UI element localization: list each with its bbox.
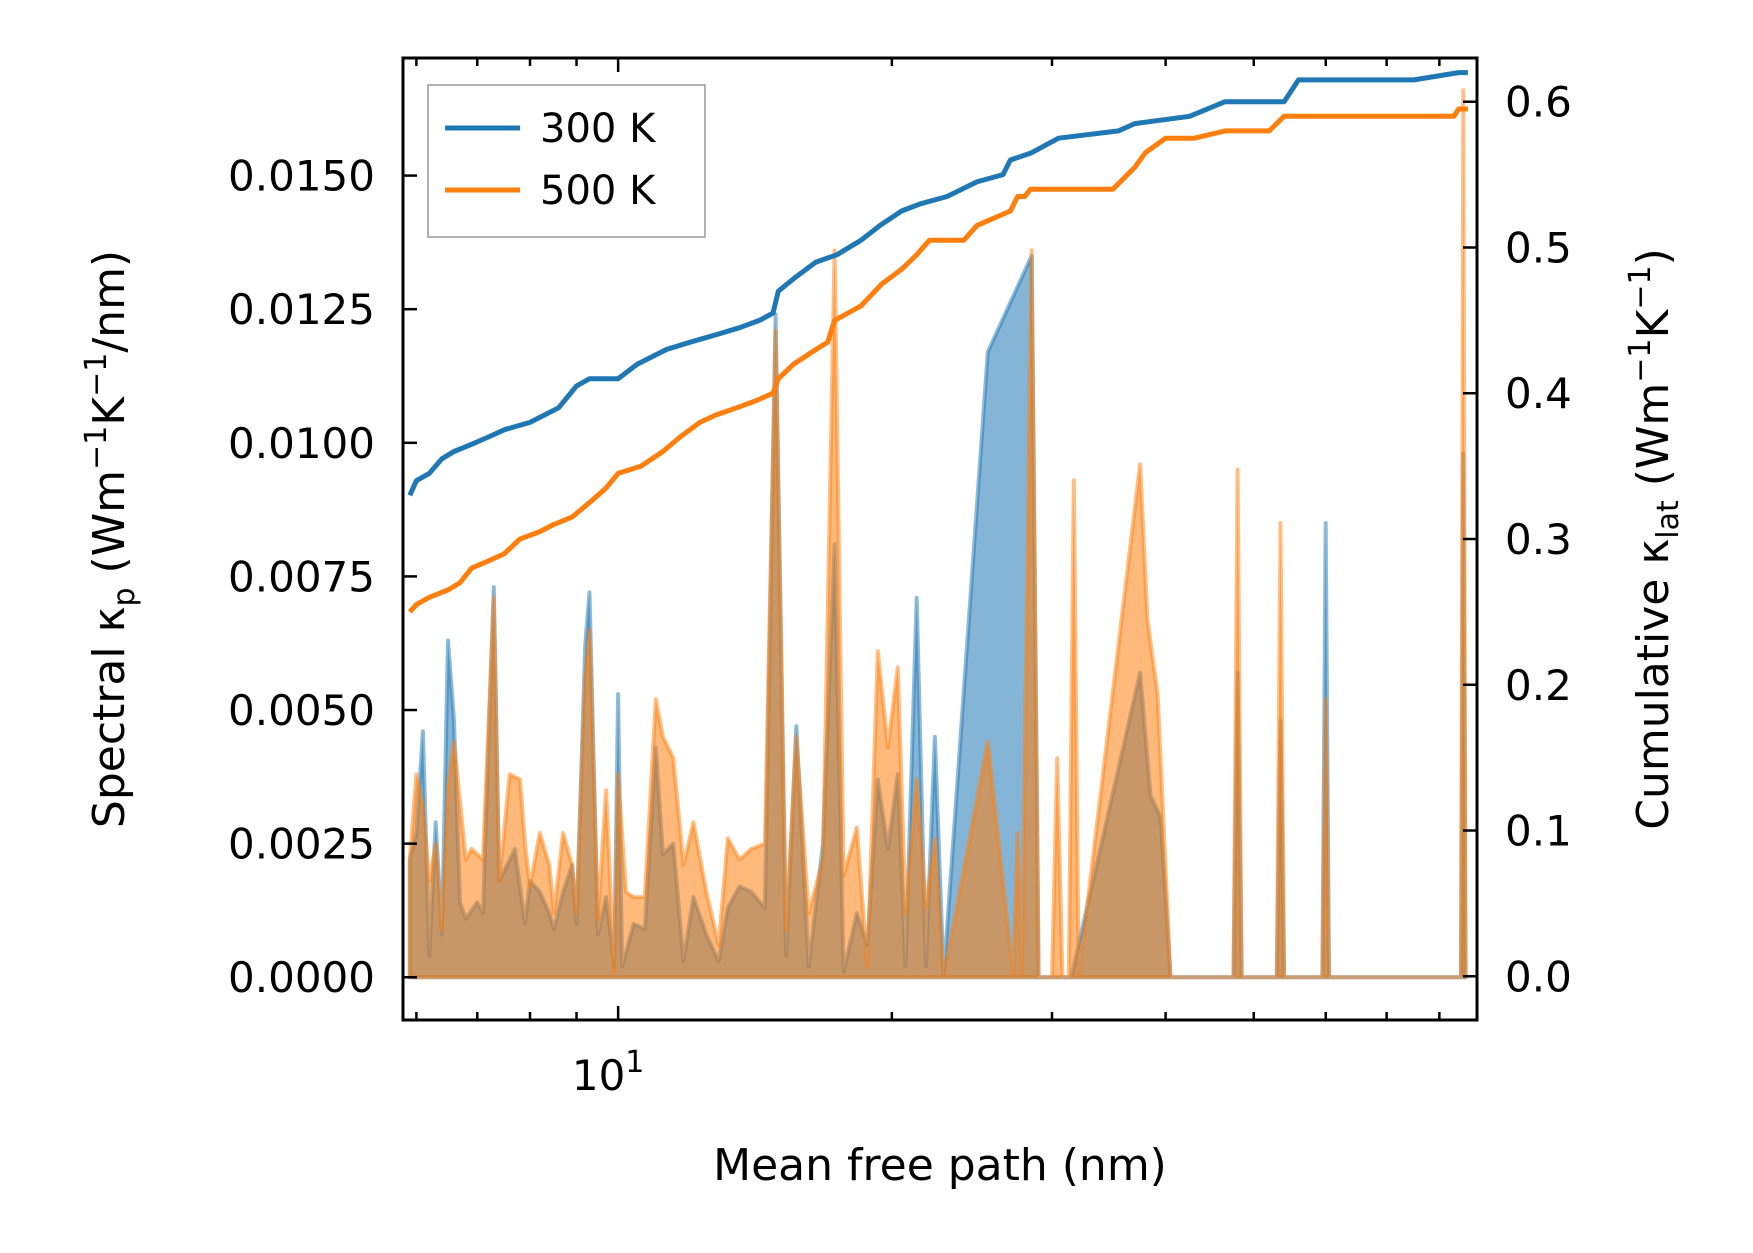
cumulative-line-layer xyxy=(407,70,1468,614)
legend-box xyxy=(427,84,706,238)
left-y-tick-label: 0.0025 xyxy=(228,820,375,869)
tick-layer: 0.00000.00250.00500.00750.01000.01250.01… xyxy=(228,58,1572,1100)
right-y-tick-label: 0.1 xyxy=(1505,807,1572,856)
left-y-tick-label: 0.0075 xyxy=(228,552,375,601)
right-y-axis-label: Cumulative κlat (Wm−1K−1) xyxy=(1623,248,1686,830)
left-y-tick-label: 0.0000 xyxy=(228,953,375,1002)
legend-label-500k: 500 K xyxy=(540,168,657,214)
left-y-tick-label: 0.0050 xyxy=(228,686,375,735)
spectral-area-500k xyxy=(407,88,1468,980)
x-tick-label: 101 xyxy=(572,1045,645,1100)
left-y-tick-label: 0.0100 xyxy=(228,419,375,468)
x-axis-label: Mean free path (nm) xyxy=(713,1140,1167,1191)
legend-label-300k: 300 K xyxy=(540,106,657,152)
left-y-tick-label: 0.0150 xyxy=(228,152,375,201)
legend: 300 K 500 K xyxy=(427,84,706,238)
cumulative-line-500k xyxy=(407,106,1468,614)
plot-frame xyxy=(401,56,1479,1022)
spectral-fill-layer xyxy=(407,88,1468,980)
left-y-axis-label: Spectral κp (Wm−1K−1/nm) xyxy=(79,250,142,828)
right-y-tick-label: 0.0 xyxy=(1505,952,1572,1001)
cumulative-line-300k xyxy=(407,70,1468,497)
right-y-tick-label: 0.6 xyxy=(1505,78,1572,127)
right-y-tick-label: 0.5 xyxy=(1505,223,1572,272)
right-y-tick-label: 0.2 xyxy=(1505,661,1572,710)
left-y-tick-label: 0.0125 xyxy=(228,285,375,334)
right-y-tick-label: 0.4 xyxy=(1505,369,1572,418)
right-y-tick-label: 0.3 xyxy=(1505,515,1572,564)
